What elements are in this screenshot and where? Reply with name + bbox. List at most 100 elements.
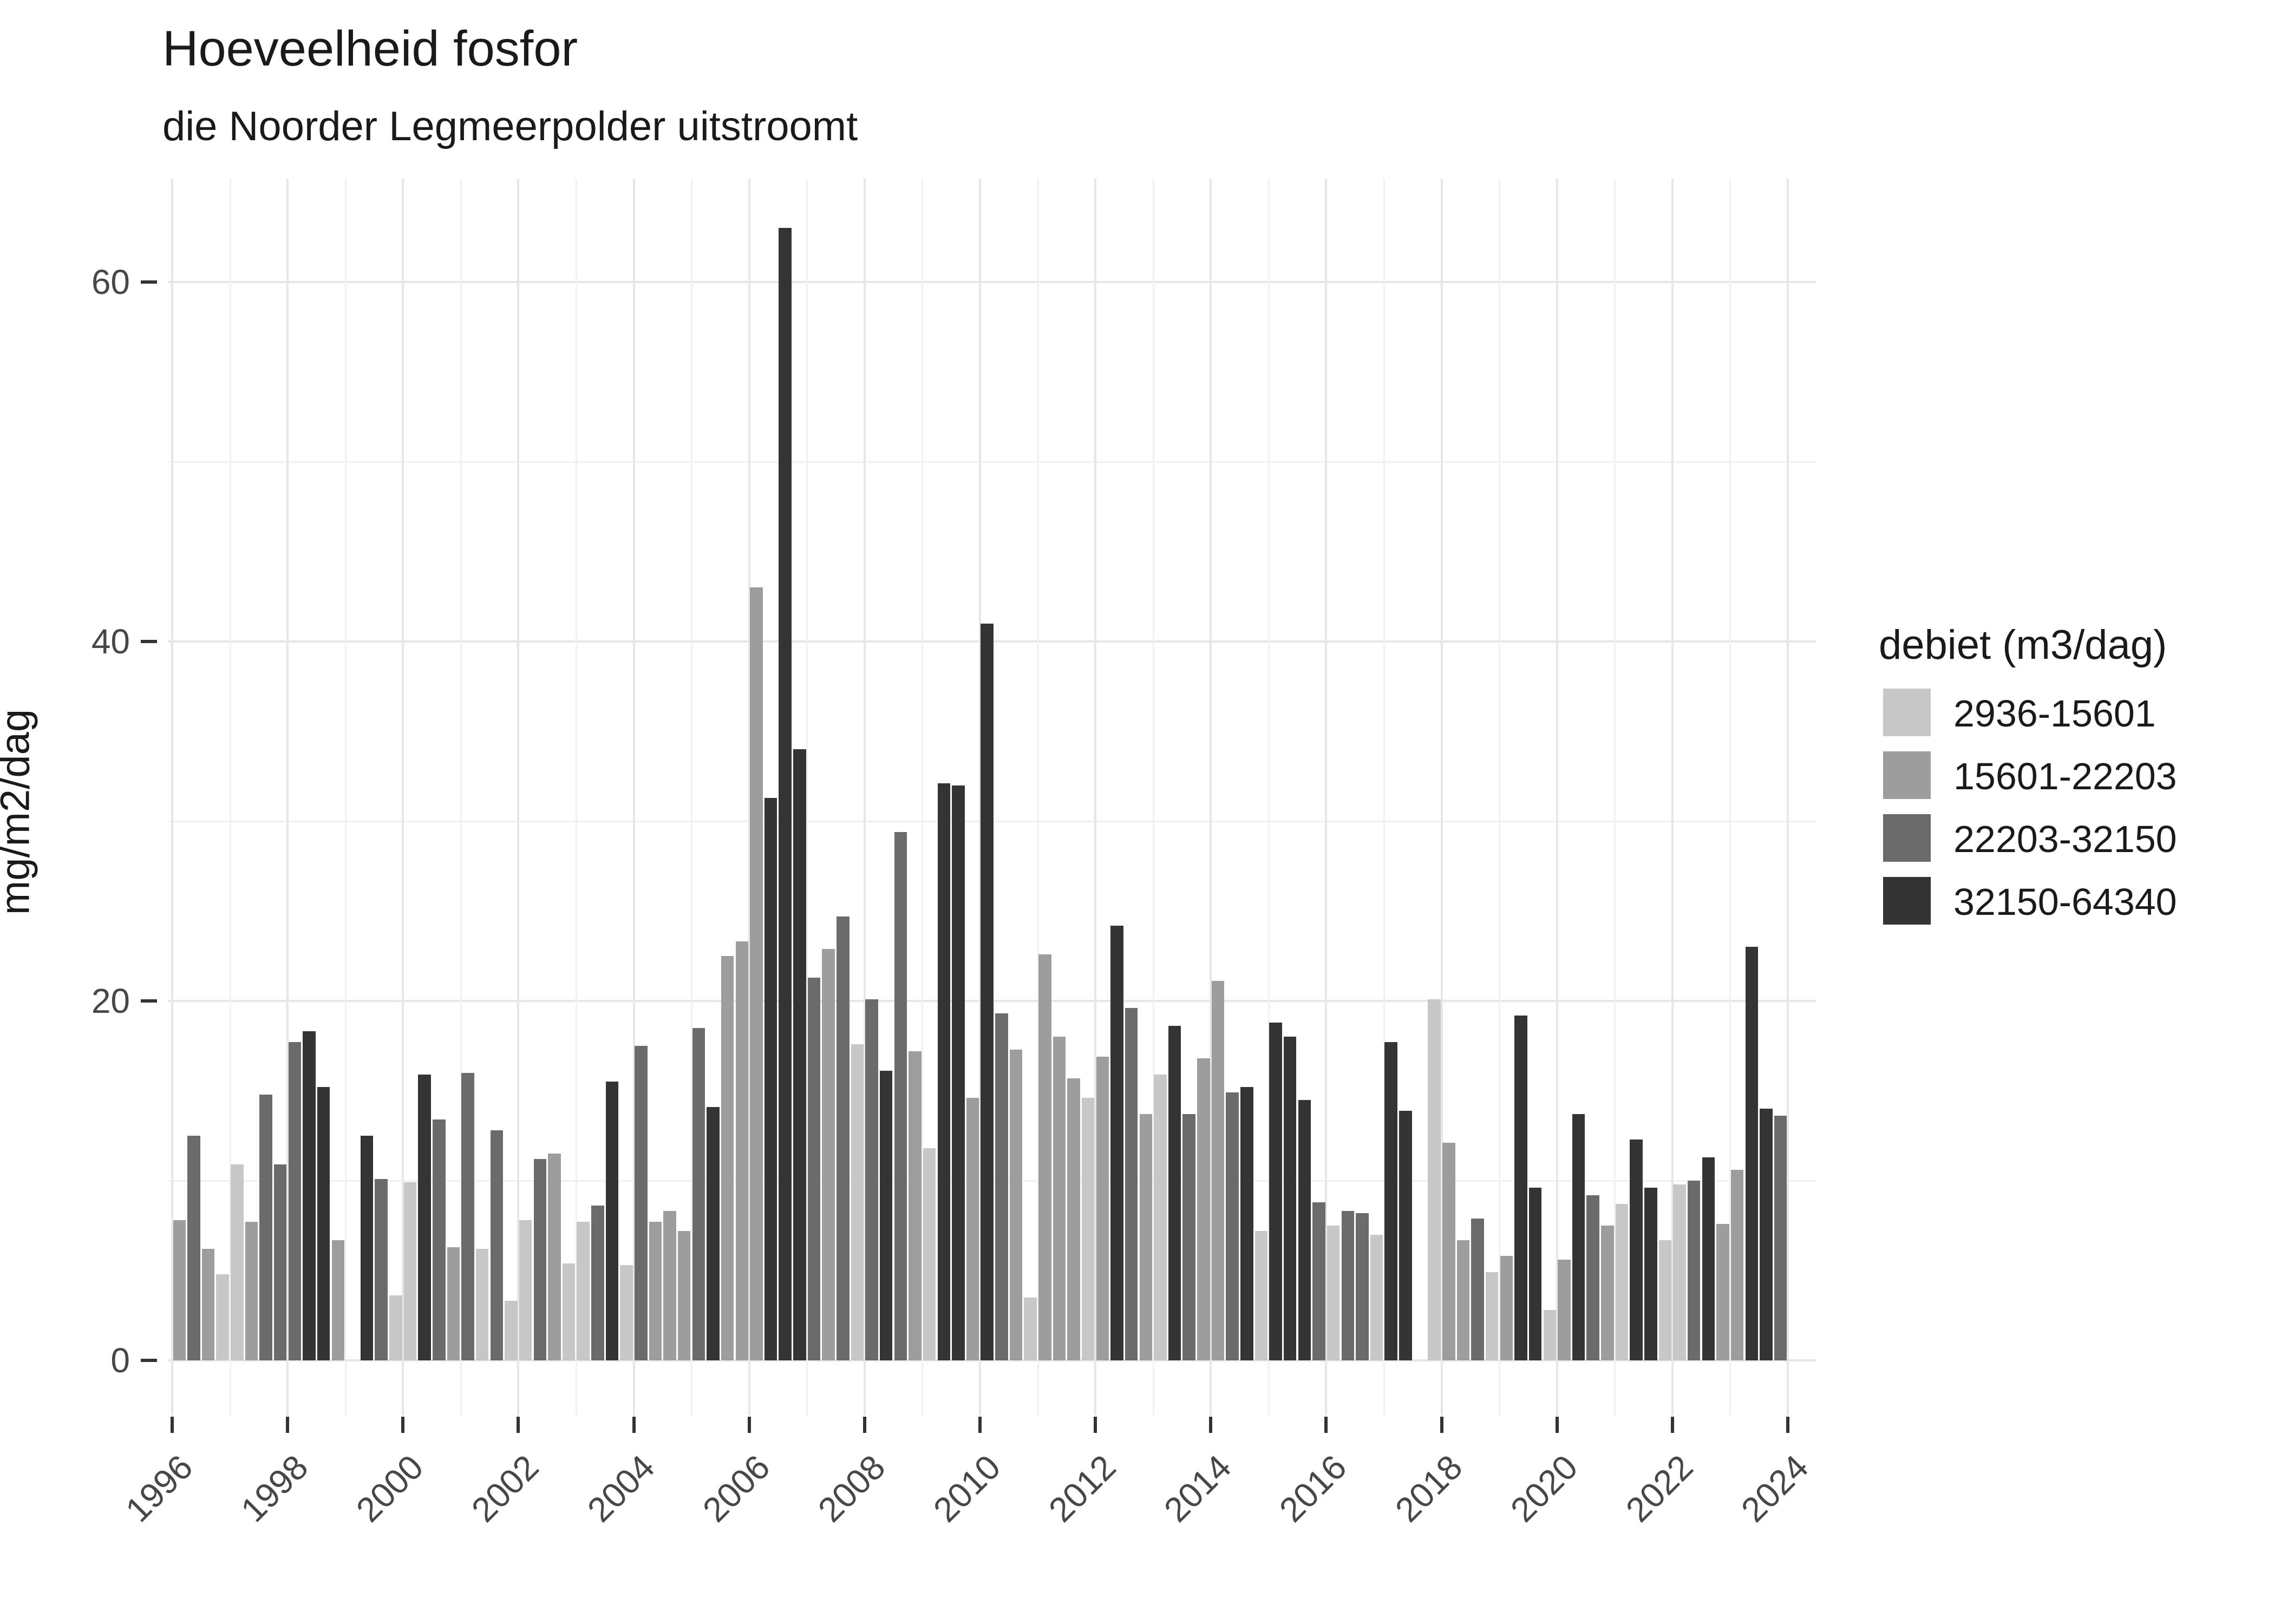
v-minor-gridline (1499, 179, 1501, 1416)
bar (1673, 1184, 1686, 1360)
v-major-gridline (1786, 179, 1789, 1416)
v-major-gridline (1556, 179, 1558, 1416)
bar (1327, 1226, 1340, 1360)
bar (447, 1247, 460, 1360)
bar (981, 623, 994, 1360)
bar (807, 977, 821, 1360)
bar (1485, 1272, 1499, 1360)
legend-swatch-32150-64340 (1883, 877, 1931, 925)
x-tick-mark (171, 1417, 174, 1433)
bar (1283, 1037, 1297, 1360)
bar (677, 1230, 691, 1360)
bar (475, 1249, 489, 1360)
bar (1197, 1058, 1210, 1360)
bar (1543, 1310, 1557, 1360)
v-minor-gridline (1037, 179, 1039, 1416)
bar (1110, 925, 1123, 1360)
bar (909, 1051, 922, 1360)
x-tick-label: 2006 (695, 1447, 777, 1530)
bar (692, 1027, 705, 1360)
bar (1356, 1213, 1369, 1360)
bar (173, 1220, 186, 1360)
legend-swatch-15601-22203 (1883, 751, 1931, 799)
v-major-gridline (978, 179, 981, 1416)
x-tick-label: 2014 (1156, 1447, 1239, 1530)
v-major-gridline (1440, 179, 1443, 1416)
bar (1370, 1234, 1383, 1360)
x-tick-mark (1324, 1417, 1328, 1433)
bar (1038, 954, 1051, 1360)
bar (1096, 1056, 1109, 1360)
y-tick-label: 20 (91, 981, 130, 1020)
bar (1081, 1098, 1095, 1360)
bar (721, 956, 734, 1360)
bar (1024, 1297, 1037, 1360)
v-minor-gridline (922, 179, 924, 1416)
bar (1745, 947, 1759, 1360)
legend-label: 32150-64340 (1953, 881, 2177, 923)
x-tick-label: 2016 (1272, 1447, 1355, 1530)
bar (433, 1119, 446, 1360)
legend-label: 2936-15601 (1953, 692, 2156, 735)
bar (288, 1042, 302, 1360)
h-minor-gridline (168, 461, 1816, 463)
x-tick-mark (401, 1417, 405, 1433)
bar (1442, 1143, 1455, 1360)
bar (1341, 1211, 1355, 1360)
bar (403, 1182, 417, 1360)
bar (1730, 1170, 1744, 1360)
x-tick-label: 2008 (810, 1447, 893, 1530)
bar (1139, 1114, 1153, 1360)
v-minor-gridline (460, 179, 462, 1416)
bar (1009, 1049, 1023, 1360)
bar (1456, 1240, 1470, 1360)
bar (1053, 1037, 1066, 1360)
chart-subtitle: die Noorder Legmeerpolder uitstroomt (162, 103, 858, 149)
x-tick-label: 2020 (1502, 1447, 1585, 1530)
bar (1168, 1026, 1181, 1360)
v-minor-gridline (1614, 179, 1616, 1416)
bar (1586, 1195, 1599, 1360)
x-tick-mark (978, 1417, 982, 1433)
bar (1702, 1157, 1715, 1360)
bar (303, 1031, 316, 1360)
v-major-gridline (1325, 179, 1328, 1416)
bar (259, 1094, 272, 1360)
y-tick-mark (141, 1359, 157, 1362)
bar (1774, 1116, 1787, 1360)
x-tick-label: 2022 (1618, 1447, 1701, 1530)
bar (764, 797, 777, 1360)
bar (273, 1164, 287, 1360)
bar (865, 999, 878, 1360)
v-minor-gridline (575, 179, 577, 1416)
bar (649, 1222, 662, 1360)
bar (851, 1044, 864, 1360)
legend-title: debiet (m3/dag) (1879, 622, 2167, 668)
bar (1500, 1256, 1513, 1360)
bar (952, 785, 965, 1360)
bar (1644, 1188, 1657, 1360)
bar (562, 1263, 576, 1360)
bar (389, 1295, 402, 1360)
bar (1182, 1114, 1195, 1360)
bar (1067, 1078, 1080, 1360)
bar (1572, 1114, 1585, 1360)
bar (231, 1164, 244, 1360)
x-tick-label: 2004 (579, 1447, 662, 1530)
y-tick-label: 0 (110, 1341, 130, 1380)
bar (1658, 1240, 1672, 1360)
legend-swatch-2936-15601 (1883, 689, 1931, 736)
bar (1226, 1092, 1239, 1360)
x-tick-label: 1996 (118, 1447, 200, 1530)
bar (605, 1082, 619, 1360)
bar (620, 1265, 633, 1360)
bar (1154, 1075, 1167, 1360)
x-tick-mark (1670, 1417, 1674, 1433)
y-tick-mark (141, 280, 157, 284)
legend-label: 15601-22203 (1953, 755, 2177, 797)
bar (577, 1222, 590, 1360)
x-tick-label: 1998 (233, 1447, 316, 1530)
x-tick-label: 2012 (1041, 1447, 1123, 1530)
v-major-gridline (1094, 179, 1097, 1416)
bar (490, 1130, 504, 1360)
